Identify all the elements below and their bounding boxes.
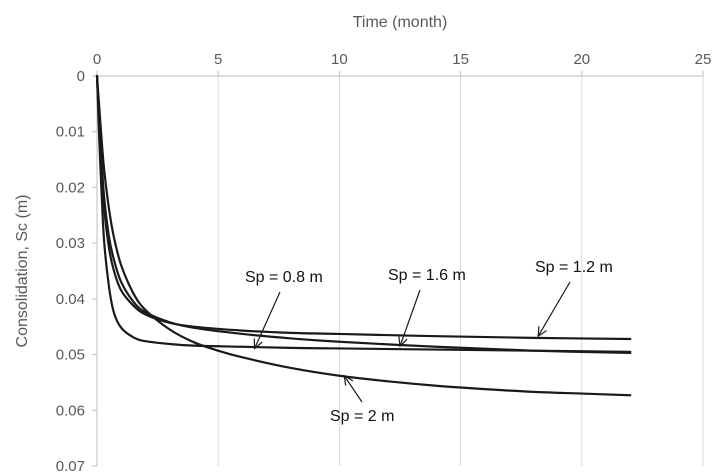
annotation-arrow-head: [398, 336, 408, 348]
x-tick-label: 0: [93, 51, 101, 68]
series-line-2: [95, 74, 632, 354]
annotations: Sp = 0.8 m Sp = 1.6 m Sp = 1.2 m Sp = 2 …: [245, 259, 613, 425]
series-line-1: [95, 74, 632, 341]
x-tick-label: 10: [331, 51, 348, 68]
x-tick-label: 5: [214, 51, 222, 68]
y-axis-title: Consolidation, Sc (m): [14, 195, 31, 348]
annotation-sp-1-2: Sp = 1.2 m: [535, 259, 613, 276]
x-axis-title: Time (month): [353, 14, 448, 31]
grid-lines: [217, 76, 704, 466]
series-lines: [95, 74, 632, 397]
annotation-arrow-line: [399, 289, 421, 347]
annotation-arrow-line: [343, 375, 363, 403]
x-tick-label: 15: [452, 51, 469, 68]
x-tick-label: 25: [695, 51, 712, 68]
annotation-arrow-head: [343, 374, 354, 386]
annotation-sp-1-6: Sp = 1.6 m: [388, 267, 466, 284]
y-tick-label: 0.02: [56, 179, 85, 196]
y-tick-label: 0.05: [56, 347, 85, 364]
series-line-3: [95, 74, 632, 397]
annotation-arrow-head: [537, 326, 547, 338]
y-tick-label: 0.01: [56, 124, 85, 141]
y-tick-labels: 0 0.01 0.02 0.03 0.04 0.05 0.06 0.07: [56, 68, 85, 473]
y-tick-label: 0.04: [56, 291, 85, 308]
x-tick-label: 20: [573, 51, 590, 68]
series-line-0: [95, 74, 632, 353]
y-tick-label: 0.03: [56, 235, 85, 252]
annotation-arrow-line: [537, 281, 571, 337]
annotation-sp-2: Sp = 2 m: [330, 408, 394, 425]
annotation-arrow-head: [253, 338, 263, 350]
y-tick-label: 0.06: [56, 402, 85, 419]
y-tick-label: 0.07: [56, 458, 85, 473]
y-tick-label: 0: [77, 68, 85, 85]
x-tick-labels: 0 5 10 15 20 25: [93, 51, 712, 68]
annotation-arrow-line: [254, 291, 281, 349]
annotation-sp-0-8: Sp = 0.8 m: [245, 269, 323, 286]
